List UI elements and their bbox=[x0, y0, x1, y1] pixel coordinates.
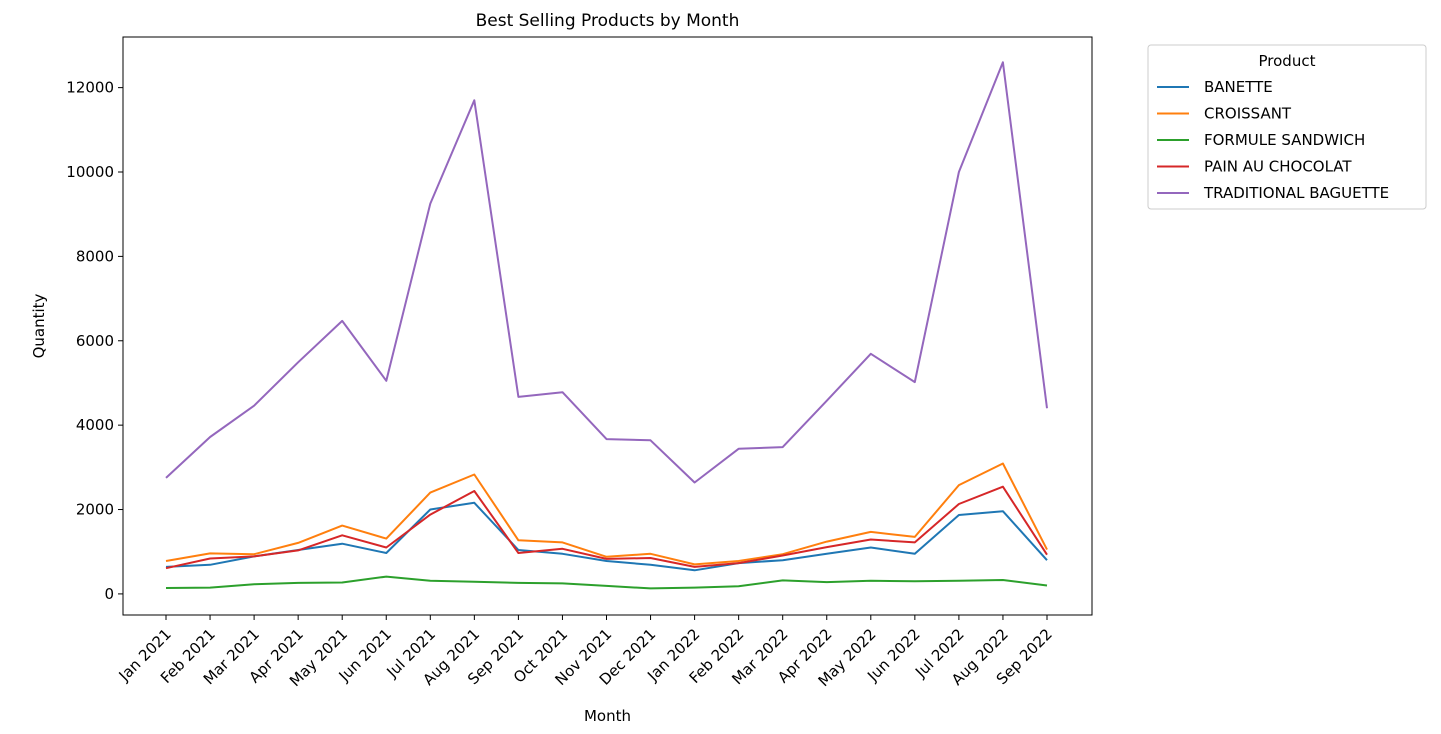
y-tick-label: 4000 bbox=[76, 416, 114, 434]
series-layer bbox=[165, 61, 1048, 590]
y-tick-label: 6000 bbox=[76, 332, 114, 350]
series-line-banette bbox=[165, 501, 1048, 572]
legend-label-croissant: CROISSANT bbox=[1204, 105, 1292, 123]
series-line-croissant bbox=[165, 462, 1048, 566]
legend-frame bbox=[1147, 44, 1427, 210]
y-tick-label: 8000 bbox=[76, 247, 114, 265]
legend-label-formule-sandwich: FORMULE SANDWICH bbox=[1204, 131, 1365, 149]
legend-title: Product bbox=[1259, 52, 1316, 70]
series-line-formule-sandwich bbox=[165, 575, 1048, 590]
legend: Product BANETTE CROISSANT FORMULE SANDWICH… bbox=[1147, 44, 1427, 210]
plot-area-frame bbox=[122, 36, 1093, 616]
series-line-traditional-baguette bbox=[165, 61, 1048, 484]
legend-label-banette: BANETTE bbox=[1204, 78, 1273, 96]
legend-label-traditional-baguette: TRADITIONAL BAGUETTE bbox=[1203, 184, 1389, 202]
series-line-pain-au-chocolat bbox=[165, 485, 1048, 570]
y-tick-label: 10000 bbox=[66, 163, 114, 181]
y-tick-label: 0 bbox=[104, 585, 114, 603]
y-axis: 0 2000 4000 6000 8000 10000 12000 bbox=[66, 79, 123, 603]
y-tick-label: 2000 bbox=[76, 501, 114, 519]
legend-label-pain-au-chocolat: PAIN AU CHOCOLAT bbox=[1204, 158, 1352, 176]
y-axis-title: Quantity bbox=[30, 293, 48, 358]
chart-title: Best Selling Products by Month bbox=[476, 11, 740, 31]
x-axis-title: Month bbox=[584, 707, 631, 725]
y-tick-label: 12000 bbox=[66, 79, 114, 97]
